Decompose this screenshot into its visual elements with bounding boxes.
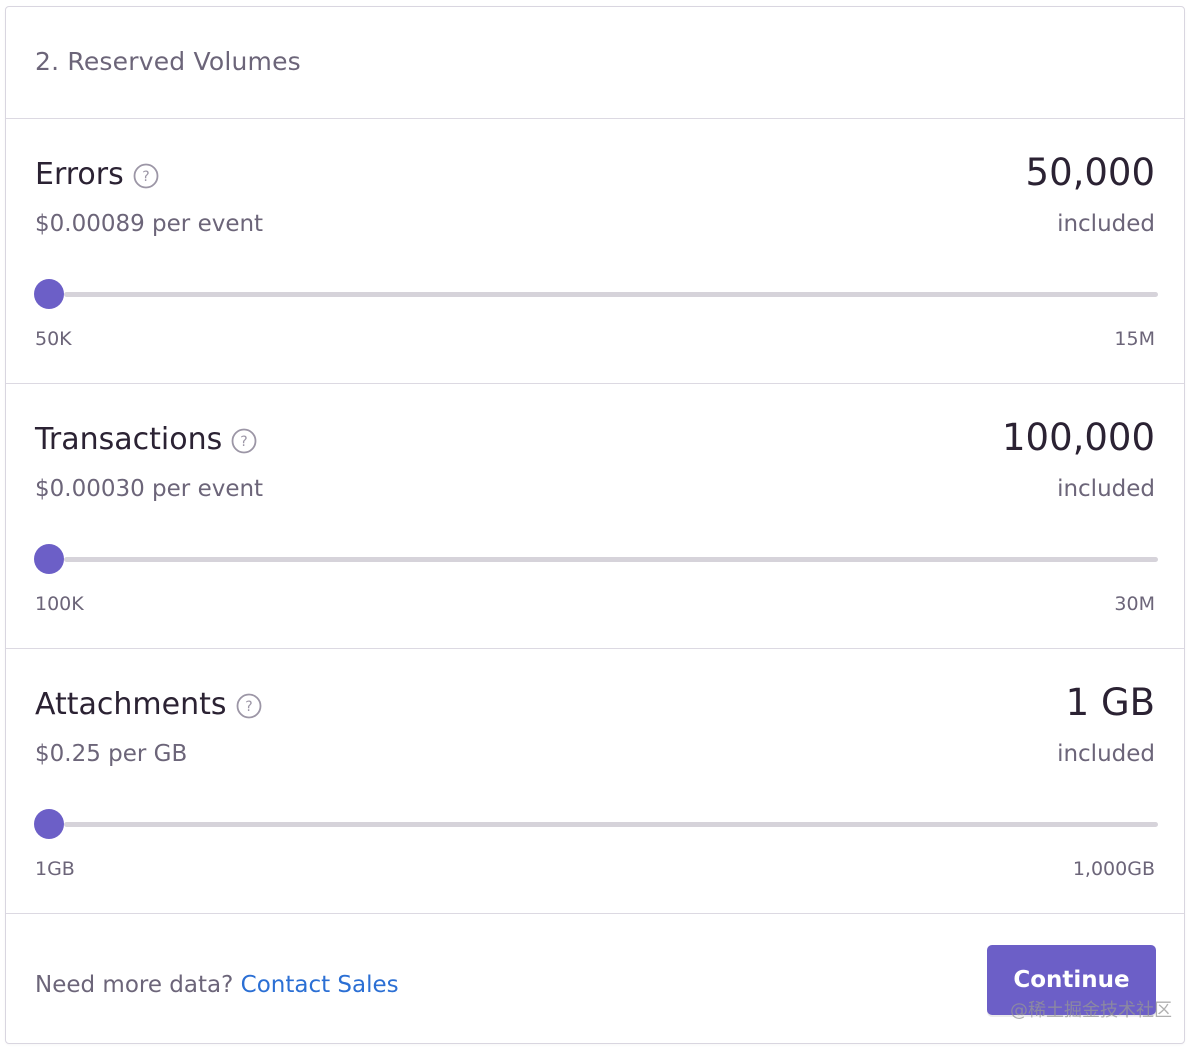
attachments-slider-min: 1GB <box>35 858 75 880</box>
attachments-slider-max: 1,000GB <box>1072 858 1155 880</box>
panel-header: 2. Reserved Volumes <box>6 7 1184 119</box>
question-circle-icon[interactable]: ? <box>236 692 262 718</box>
errors-slider[interactable] <box>34 279 1158 309</box>
continue-button[interactable]: Continue <box>987 945 1156 1015</box>
transactions-title: Transactions <box>35 422 223 457</box>
attachments-slider[interactable] <box>34 809 1158 839</box>
contact-sales-link[interactable]: Contact Sales <box>240 972 399 998</box>
svg-text:?: ? <box>241 434 248 450</box>
slider-track[interactable] <box>64 822 1158 827</box>
attachments-included-label: included <box>1057 741 1155 767</box>
attachments-title: Attachments <box>35 687 227 722</box>
errors-included-label: included <box>1057 211 1155 237</box>
transactions-slider[interactable] <box>34 544 1158 574</box>
reserved-volumes-panel: 2. Reserved Volumes Errors ? $0.00089 pe… <box>5 6 1185 1044</box>
slider-track[interactable] <box>64 292 1158 297</box>
panel-title: 2. Reserved Volumes <box>35 47 301 76</box>
watermark: @稀土掘金技术社区 <box>1010 1000 1172 1021</box>
attachments-amount: 1 GB <box>1065 681 1155 724</box>
question-circle-icon[interactable]: ? <box>133 162 159 188</box>
svg-text:?: ? <box>245 699 252 715</box>
errors-slider-max: 15M <box>1114 328 1155 350</box>
transactions-amount: 100,000 <box>1001 416 1155 459</box>
svg-text:?: ? <box>142 169 149 185</box>
slider-track[interactable] <box>64 557 1158 562</box>
slider-thumb[interactable] <box>34 809 64 839</box>
transactions-slider-min: 100K <box>35 593 84 615</box>
attachments-section: Attachments ? $0.25 per GB 1 GB included… <box>6 649 1184 914</box>
question-circle-icon[interactable]: ? <box>231 427 257 453</box>
transactions-price: $0.00030 per event <box>35 476 264 502</box>
errors-title: Errors <box>35 157 124 192</box>
transactions-section: Transactions ? $0.00030 per event 100,00… <box>6 384 1184 649</box>
errors-price: $0.00089 per event <box>35 211 264 237</box>
footer-prompt: Need more data? <box>35 972 234 998</box>
errors-section: Errors ? $0.00089 per event 50,000 inclu… <box>6 119 1184 384</box>
slider-thumb[interactable] <box>34 279 64 309</box>
transactions-slider-max: 30M <box>1114 593 1155 615</box>
errors-slider-min: 50K <box>35 328 72 350</box>
attachments-price: $0.25 per GB <box>35 741 188 767</box>
slider-thumb[interactable] <box>34 544 64 574</box>
transactions-included-label: included <box>1057 476 1155 502</box>
footer-text: Need more data? Contact Sales <box>35 972 399 998</box>
panel-footer: Need more data? Contact Sales Continue <box>6 914 1184 1043</box>
errors-amount: 50,000 <box>1025 151 1155 194</box>
